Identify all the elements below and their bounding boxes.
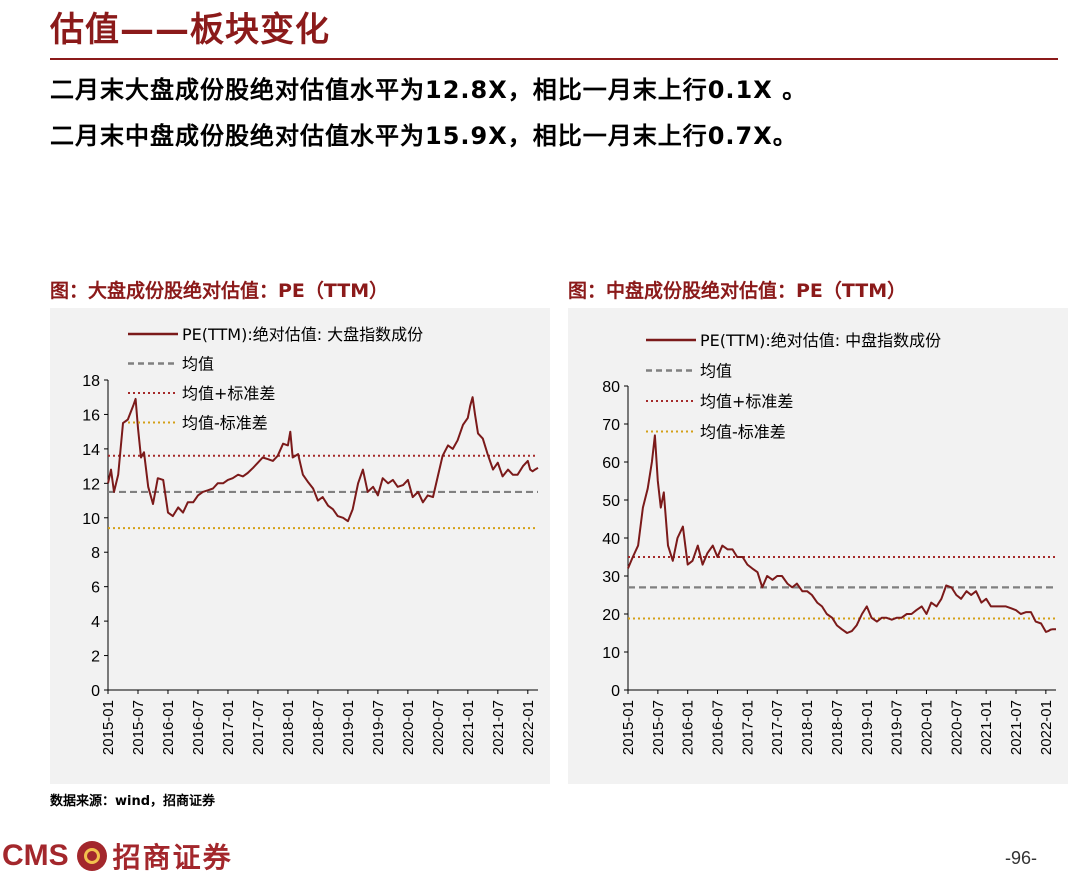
y-tick-label: 40 — [602, 531, 620, 548]
y-tick-label: 0 — [611, 683, 620, 700]
y-tick-label: 18 — [82, 373, 100, 390]
logo-badge-icon — [76, 841, 107, 871]
logo-company-name: 招商证券 — [112, 841, 233, 874]
x-tick-label: 2017-01 — [220, 700, 237, 755]
x-tick-label: 2019-01 — [859, 700, 876, 755]
legend-label: PE(TTM):绝对估值: 中盘指数成份 — [700, 331, 941, 350]
logo-cms-text: CMS — [2, 839, 69, 872]
x-tick-label: 2020-07 — [948, 700, 965, 755]
x-tick-label: 2021-01 — [978, 700, 995, 755]
y-tick-label: 10 — [602, 645, 620, 662]
y-tick-label: 50 — [602, 493, 620, 510]
legend-label: 均值+标准差 — [700, 392, 793, 411]
x-tick-label: 2019-01 — [340, 700, 357, 755]
y-tick-label: 80 — [602, 379, 620, 396]
x-tick-label: 2018-01 — [799, 700, 816, 755]
x-tick-label: 2018-01 — [280, 700, 297, 755]
pe-ttm-series-line — [107, 396, 539, 523]
legend-label: PE(TTM):绝对估值: 大盘指数成份 — [182, 325, 423, 344]
chart-panel-mid-cap: 图：中盘成份股绝对估值：PE（TTM） 0 10 20 30 40 50 60 70 80 201… — [568, 276, 1068, 784]
y-tick-label: 70 — [602, 417, 620, 434]
y-tick-label: 16 — [82, 407, 100, 424]
y-tick-label: 6 — [91, 580, 100, 597]
chart-background — [568, 308, 1068, 784]
y-tick-label: 8 — [91, 545, 100, 562]
x-tick-label: 2021-07 — [490, 700, 507, 755]
x-tick-label: 2016-01 — [160, 700, 177, 755]
legend-label: 均值 — [182, 355, 214, 374]
data-source-note: 数据来源：wind，招商证券 — [50, 794, 216, 809]
x-tick-label: 2017-07 — [250, 700, 267, 755]
summary-line-large-cap: 二月末大盘成份股绝对估值水平为12.8X，相比一月末上行0.1X 。 — [50, 76, 808, 104]
y-tick-label: 2 — [91, 649, 100, 666]
x-tick-label: 2018-07 — [829, 700, 846, 755]
legend-label: 均值-标准差 — [182, 414, 268, 433]
x-tick-label: 2020-01 — [918, 700, 935, 755]
x-tick-label: 2016-07 — [190, 700, 207, 755]
x-tick-label: 2022-01 — [520, 700, 537, 755]
chart-large-cap-pe: 0 2 4 6 8 10 12 14 16 18 2015-01 2015-07 2016-01 2016… — [82, 325, 539, 755]
y-tick-label: 10 — [82, 511, 100, 528]
x-tick-label: 2022-01 — [1038, 700, 1055, 755]
x-tick-label: 2019-07 — [889, 700, 906, 755]
x-tick-label: 2015-07 — [130, 700, 147, 755]
y-tick-label: 60 — [602, 455, 620, 472]
y-tick-label: 4 — [91, 614, 100, 631]
x-tick-label: 2015-01 — [100, 700, 117, 755]
company-logo: CMS 招商证券 — [2, 838, 233, 874]
x-tick-label: 2016-01 — [680, 700, 697, 755]
y-tick-label: 0 — [91, 683, 100, 700]
x-tick-label: 2021-01 — [460, 700, 477, 755]
legend-label: 均值+标准差 — [182, 384, 275, 403]
pe-ttm-series-line — [627, 434, 1056, 634]
x-tick-label: 2020-01 — [400, 700, 417, 755]
page-title: 估值——板块变化 — [50, 10, 330, 50]
legend-label: 均值 — [700, 362, 732, 381]
page-number: -96- — [1005, 848, 1038, 868]
x-tick-label: 2018-07 — [310, 700, 327, 755]
legend-label: 均值-标准差 — [700, 423, 786, 442]
x-tick-label: 2015-07 — [650, 700, 667, 755]
chart-title: 图：大盘成份股绝对估值：PE（TTM） — [50, 280, 389, 302]
x-tick-label: 2019-07 — [370, 700, 387, 755]
y-tick-label: 12 — [82, 476, 100, 493]
x-tick-label: 2021-07 — [1008, 700, 1025, 755]
y-tick-label: 20 — [602, 607, 620, 624]
title-divider — [50, 58, 1058, 60]
y-tick-label: 14 — [82, 442, 100, 459]
x-tick-label: 2017-07 — [769, 700, 786, 755]
chart-mid-cap-pe: 0 10 20 30 40 50 60 70 80 2015-01 2015-07 2016-01 20… — [602, 331, 1056, 755]
y-tick-label: 30 — [602, 569, 620, 586]
x-tick-label: 2016-07 — [710, 700, 727, 755]
chart-title: 图：中盘成份股绝对估值：PE（TTM） — [568, 280, 907, 302]
x-tick-label: 2020-07 — [430, 700, 447, 755]
x-tick-label: 2017-01 — [739, 700, 756, 755]
summary-line-mid-cap: 二月末中盘成份股绝对估值水平为15.9X，相比一月末上行0.7X。 — [50, 122, 798, 150]
x-tick-label: 2015-01 — [620, 700, 637, 755]
chart-panel-large-cap: 图：大盘成份股绝对估值：PE（TTM） 0 2 4 6 8 10 12 14 16 18 2015-… — [50, 276, 550, 784]
chart-background — [50, 308, 550, 784]
